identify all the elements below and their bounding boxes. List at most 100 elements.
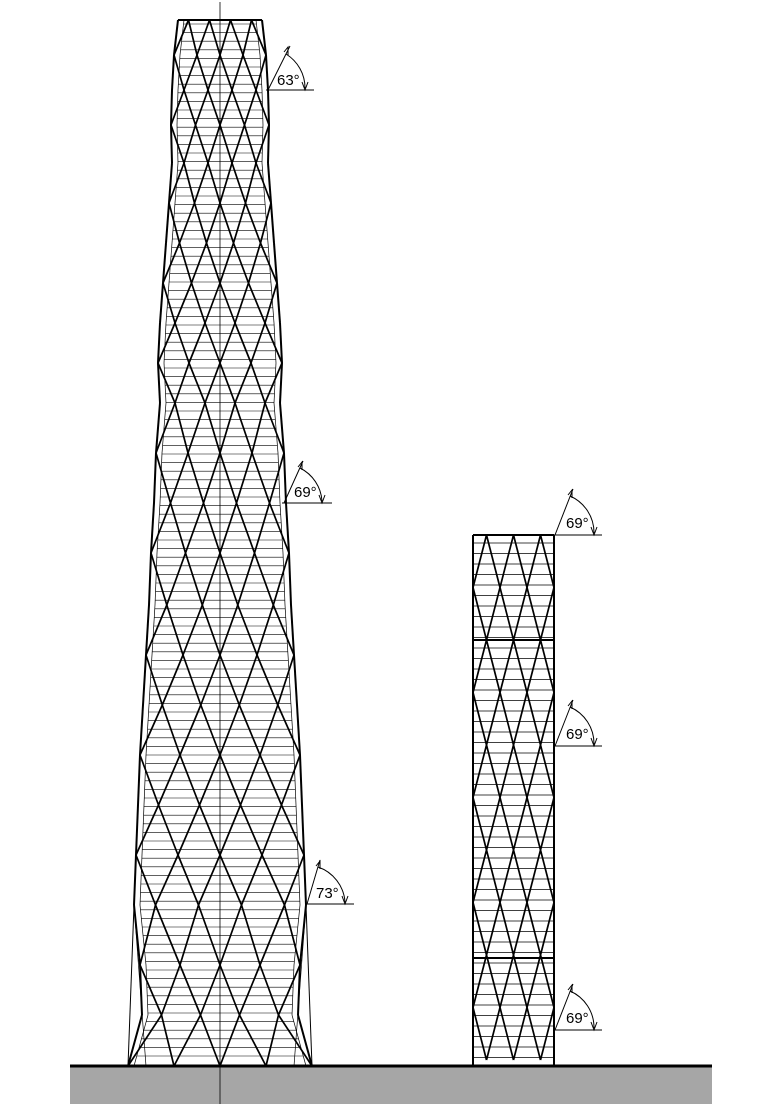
- diagrid-member: [204, 402, 221, 454]
- diagrid-member: [154, 904, 181, 966]
- edge-column: [137, 754, 141, 806]
- edge-column: [267, 89, 270, 126]
- edge-column: [148, 552, 152, 606]
- diagrid-member: [259, 202, 272, 244]
- diagrid-member: [169, 502, 187, 554]
- diagrid-member: [539, 639, 555, 693]
- diagrid-member: [268, 502, 290, 554]
- edge-column: [293, 654, 298, 706]
- diagrid-member: [187, 452, 205, 504]
- diagrid-member: [155, 452, 172, 504]
- diagrid-member: [219, 242, 235, 284]
- edge-column: [265, 54, 269, 91]
- diagrid-member: [499, 587, 515, 641]
- diagrid-member: [193, 202, 208, 244]
- angle-label: 63°: [277, 72, 300, 89]
- envelope-line: [151, 604, 156, 656]
- diagrid-member: [499, 744, 515, 798]
- diagrid-member: [472, 902, 488, 956]
- diagrid-member: [499, 1007, 515, 1061]
- diagrid-member: [160, 964, 181, 1016]
- edge-column: [283, 452, 287, 504]
- diagrid-member: [247, 282, 266, 324]
- diagrid-member: [499, 849, 515, 903]
- diagrid-member: [145, 604, 168, 656]
- diagrid-member: [256, 654, 279, 706]
- diagrid-member: [259, 754, 283, 806]
- envelope-line: [284, 604, 289, 656]
- diagrid-member: [251, 402, 266, 454]
- diagrid-member: [243, 124, 257, 164]
- diagrid-member: [512, 744, 528, 798]
- diagrid-member: [188, 322, 206, 364]
- diagrid-member: [182, 604, 204, 656]
- diagrid-member: [157, 754, 181, 806]
- diagrid-member: [242, 19, 253, 56]
- envelope-line: [261, 162, 266, 204]
- diagrid-member: [485, 902, 501, 956]
- diagrid-member: [472, 797, 488, 851]
- diagrid-member: [162, 282, 176, 324]
- diagrid-member: [193, 162, 209, 204]
- diagrid-member: [157, 322, 176, 364]
- diagrid-member: [526, 534, 542, 588]
- edge-column: [168, 162, 173, 204]
- diagrid-member: [277, 704, 301, 756]
- envelope-line: [277, 452, 281, 504]
- diagrid-member: [526, 902, 542, 956]
- envelope-line: [297, 854, 301, 906]
- diagrid-member: [243, 89, 257, 126]
- diagrid-member: [251, 452, 271, 504]
- diagrid-member: [512, 587, 528, 641]
- envelope-line: [141, 804, 145, 856]
- diagrid-member: [179, 754, 201, 806]
- diagrid-member: [539, 587, 555, 641]
- diagrid-member: [244, 202, 262, 244]
- envelope-line: [176, 124, 179, 164]
- diagrid-member: [183, 162, 196, 204]
- diagrid-member: [157, 804, 179, 856]
- diagrid-member: [256, 604, 275, 656]
- diagrid-member: [526, 639, 542, 693]
- diagrid-member: [219, 964, 241, 1016]
- diagrid-member: [539, 1007, 555, 1061]
- diagrid-member: [204, 322, 221, 364]
- envelope-line: [259, 54, 263, 91]
- diagrid-member: [190, 282, 206, 324]
- diagrid-member: [219, 552, 239, 606]
- envelope-line: [295, 804, 299, 856]
- edge-column: [159, 282, 164, 324]
- diagrid-member: [242, 54, 257, 91]
- diagrid-member: [485, 744, 501, 798]
- envelope-line: [179, 19, 185, 56]
- angle-label: 69°: [566, 515, 589, 532]
- envelope-line: [290, 704, 295, 756]
- edge-column: [290, 604, 295, 656]
- diagrid-member: [499, 954, 515, 1008]
- diagrid-member: [485, 954, 501, 1008]
- tower-a-floor-lines: [136, 23, 304, 1057]
- diagrid-member: [219, 754, 242, 806]
- diagrid-member: [499, 692, 515, 746]
- diagrid-member: [219, 452, 238, 504]
- diagrid-member: [472, 692, 488, 746]
- diagrid-member: [280, 754, 301, 806]
- diagrid-member: [238, 654, 258, 706]
- envelope-line: [163, 362, 167, 404]
- diagrid-member: [199, 1014, 221, 1067]
- diagrid-member: [272, 552, 290, 606]
- diagrid-member: [261, 804, 283, 856]
- diagrid-member: [219, 54, 233, 91]
- tower-a-outline: [127, 19, 313, 1068]
- diagrid-member: [198, 754, 221, 806]
- diagrid-member: [239, 804, 263, 856]
- diagrid-member: [145, 654, 164, 706]
- diagrid-member: [219, 19, 232, 56]
- angle-annotation-a-top: 63°: [266, 45, 314, 92]
- envelope-line: [273, 362, 277, 404]
- envelope-line: [165, 282, 170, 324]
- diagrid-member: [234, 362, 252, 404]
- tower-b-rectangular: [472, 534, 555, 1066]
- diagrid-member: [539, 797, 555, 851]
- tower-b-outline: [472, 534, 555, 1066]
